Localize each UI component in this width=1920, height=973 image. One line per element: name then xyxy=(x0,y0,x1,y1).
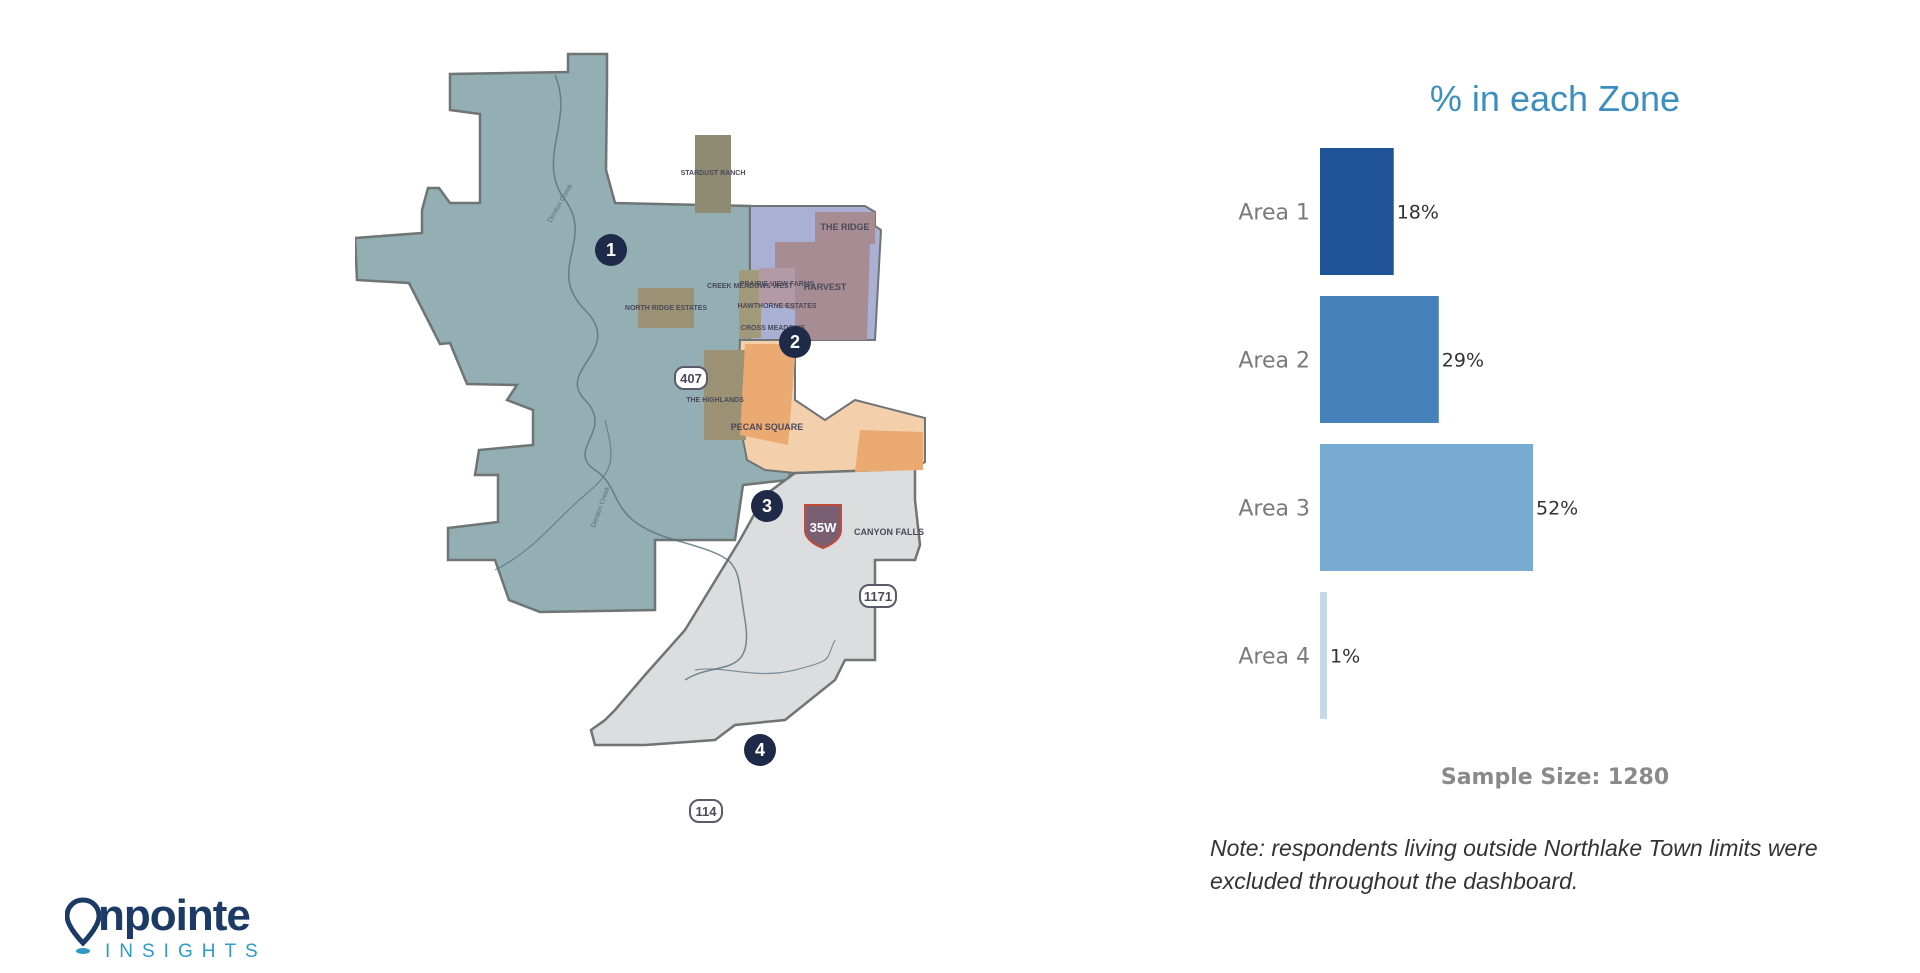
the-ridge-block xyxy=(815,212,875,244)
label-prairie-view-farms: PRAIRIE VIEW FARMS xyxy=(740,281,815,288)
svg-text:114: 114 xyxy=(696,804,718,819)
label-creek-meadows-west: CREEK MEADOWS WEST xyxy=(707,283,794,290)
zone-marker-2: 2 xyxy=(779,326,811,358)
svg-text:35W: 35W xyxy=(810,520,837,535)
bar-area-2 xyxy=(1320,296,1439,423)
zone-marker-3: 3 xyxy=(751,490,783,522)
label-the-highlands: THE HIGHLANDS xyxy=(686,397,744,404)
value-label-1: 18% xyxy=(1397,202,1439,224)
zone-map: Denton Creek Denton Creek STARDUST RANCH… xyxy=(355,40,955,890)
svg-text:1171: 1171 xyxy=(864,589,892,604)
bar-area-4 xyxy=(1320,592,1327,719)
label-cross-meadows: CROSS MEADOWS xyxy=(741,325,806,332)
category-label-4: Area 4 xyxy=(1238,645,1310,670)
value-label-2: 29% xyxy=(1442,350,1484,372)
label-hawthorne-estates: HAWTHORNE ESTATES xyxy=(737,303,816,310)
label-north-ridge-estates: NORTH RIDGE ESTATES xyxy=(625,305,708,312)
svg-text:4: 4 xyxy=(755,740,765,760)
svg-text:1: 1 xyxy=(606,240,616,260)
road-shield-35w: 35W xyxy=(804,504,842,550)
bar-area-1 xyxy=(1320,148,1394,275)
prairie-view-block xyxy=(759,268,795,304)
category-label-2: Area 2 xyxy=(1238,349,1310,374)
canyon-falls-block xyxy=(855,430,923,472)
onpointe-logo: npointe INSIGHTS xyxy=(65,891,295,965)
harvest-block xyxy=(775,242,870,340)
stardust-ranch-block xyxy=(695,135,731,213)
svg-text:2: 2 xyxy=(790,332,800,352)
dashboard-note: Note: respondents living outside Northla… xyxy=(1210,835,1818,894)
label-pecan-square: PECAN SQUARE xyxy=(731,422,804,432)
zone-marker-4: 4 xyxy=(744,734,776,766)
category-label-1: Area 1 xyxy=(1238,201,1310,226)
zone-marker-1: 1 xyxy=(595,234,627,266)
category-label-3: Area 3 xyxy=(1238,497,1310,522)
road-shield-407: 407 xyxy=(674,366,708,390)
the-highlands-block xyxy=(704,350,746,440)
label-harvest: HARVEST xyxy=(804,282,847,292)
north-ridge-block xyxy=(638,288,694,328)
map-pin-icon xyxy=(65,897,101,954)
creek-meadows-west-block xyxy=(739,270,761,338)
svg-text:407: 407 xyxy=(680,371,702,386)
logo-subtitle: INSIGHTS xyxy=(105,941,267,962)
road-shield-114: 114 xyxy=(689,799,723,823)
svg-text:3: 3 xyxy=(762,496,772,516)
label-the-ridge: THE RIDGE xyxy=(820,222,869,232)
label-stardust-ranch: STARDUST RANCH xyxy=(681,170,746,177)
sample-size-label: Sample Size: 1280 xyxy=(1440,765,1670,790)
bar-area-3 xyxy=(1320,444,1533,571)
pecan-square-block xyxy=(740,344,795,445)
road-shield-1171: 1171 xyxy=(859,584,897,608)
value-label-4: 1% xyxy=(1330,646,1360,668)
value-label-3: 52% xyxy=(1536,498,1578,520)
logo-wordmark: npointe xyxy=(98,891,251,940)
chart-title: % in each Zone xyxy=(1429,78,1681,119)
zone-bar-chart: Area 1 18% Area 2 29% Area 3 52% Area 4 1% xyxy=(1200,130,1800,730)
label-canyon-falls: CANYON FALLS xyxy=(854,527,924,537)
